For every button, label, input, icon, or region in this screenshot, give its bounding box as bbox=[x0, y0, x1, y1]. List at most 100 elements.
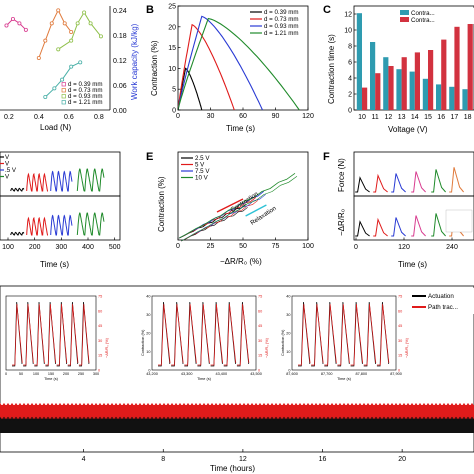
panel-c-xtick-label: 13 bbox=[398, 114, 406, 121]
panel-f-bottom-frame bbox=[353, 195, 474, 241]
panel-g-inset-right-ytick: 60 bbox=[398, 309, 402, 313]
panel-g-inset-right-ytick: 30 bbox=[398, 339, 402, 343]
panel-a-legend-marker bbox=[61, 100, 66, 105]
panel-b-ytick-label: 20 bbox=[168, 24, 176, 31]
panel-c-bar bbox=[454, 26, 460, 110]
panel-e-legend-label: 5 V bbox=[195, 162, 205, 169]
panel-c-bar bbox=[428, 50, 434, 110]
panel-g-inset-3: 87,600 87,700 87,800 87,900 Time (s) 0 15 30 45 6… bbox=[281, 295, 409, 382]
panel-a-xtick: 0.6 bbox=[64, 114, 74, 121]
panel-g-inset-xlabel: Time (s) bbox=[197, 377, 212, 381]
panel-c-bar bbox=[436, 84, 442, 110]
panel-c-bar bbox=[422, 78, 428, 110]
panel-c-xlabel: Voltage (V) bbox=[388, 125, 428, 134]
panel-e: E 2.5 V5 V7.5 V10 V 0 25 50 75 100 Contracti… bbox=[146, 151, 314, 266]
panel-g-inset-left-ylabel: Contraction (%) bbox=[141, 329, 145, 356]
panel-e-xtick-label: 50 bbox=[239, 243, 247, 250]
panel-g-inset-xtick-label: 43,200 bbox=[146, 372, 158, 376]
panel-a-legend: d = 0.39 mmd = 0.73 mmd = 0.93 mmd = 1.2… bbox=[61, 81, 103, 106]
panel-g-inset-xlabel: Time (s) bbox=[44, 377, 59, 381]
panel-b-xtick-label: 60 bbox=[239, 113, 247, 120]
panel-a-data-point bbox=[10, 16, 15, 21]
panel-f-series-line bbox=[355, 220, 370, 237]
panel-a-data-point bbox=[69, 38, 74, 43]
panel-a-series-line bbox=[57, 11, 102, 50]
panel-c-bar bbox=[401, 57, 407, 110]
panel-a-data-point bbox=[69, 29, 74, 34]
panel-a-ytick: 0.12 bbox=[113, 58, 127, 65]
panel-e-xticks: 0 25 50 75 100 bbox=[176, 237, 314, 250]
panel-g-inset-right-ytick: 30 bbox=[258, 339, 262, 343]
panel-c-letter: C bbox=[323, 4, 331, 16]
panel-g-inset-xtick-label: 250 bbox=[78, 372, 84, 376]
panel-e-xtick-label: 0 bbox=[176, 243, 180, 250]
panel-e-xtick-label: 75 bbox=[272, 243, 280, 250]
panel-g-inset-left-ytick: 20 bbox=[146, 332, 150, 336]
panel-b-ytick-label: 25 bbox=[168, 4, 176, 11]
panel-g-inset-right-ytick: 0 bbox=[98, 369, 100, 373]
panel-d-legend: VV.5 VV bbox=[0, 154, 17, 181]
panel-a: d = 0.39 mmd = 0.73 mmd = 0.93 mmd = 1.2… bbox=[0, 6, 139, 132]
panel-g-inset-right-ytick: 60 bbox=[258, 309, 262, 313]
panel-b-xtick-label: 120 bbox=[302, 113, 314, 120]
panel-g-inset-path-tracking-line bbox=[236, 303, 250, 366]
panel-c-bar bbox=[409, 71, 415, 110]
panel-d-legend-label: V bbox=[5, 161, 10, 168]
panel-e-letter: E bbox=[146, 151, 153, 163]
panel-g-inset-path-tracking-line bbox=[376, 303, 390, 366]
panel-g-inset-path-tracking-line bbox=[324, 303, 337, 366]
panel-g-inset-path-tracking-line bbox=[56, 303, 68, 366]
panel-d-xtick-label: 300 bbox=[55, 244, 67, 251]
panel-a-data-point bbox=[43, 38, 48, 43]
panel-g-inset-right-ytick: 45 bbox=[258, 324, 262, 328]
panel-a-legend-label: d = 0.39 mm bbox=[68, 81, 103, 88]
panel-g-inset-left-ytick: 0 bbox=[148, 369, 150, 373]
panel-a-legend-marker bbox=[61, 88, 66, 93]
panel-g-inset-path-tracking-line bbox=[34, 303, 45, 366]
panel-b: B d = 0.39 mmd = 0.73 mmd = 0.93 mmd = 1… bbox=[146, 4, 314, 134]
panel-g-inset-right-ytick: 15 bbox=[398, 354, 402, 358]
panel-g-legend-label: Path trac... bbox=[428, 304, 458, 311]
panel-g-actuation-trace bbox=[0, 416, 474, 421]
panel-g-path-tracking-trace bbox=[0, 402, 474, 409]
panel-f-series-line bbox=[411, 215, 426, 237]
panel-a-legend-label: d = 0.73 mm bbox=[68, 87, 103, 94]
panel-g-inset-xtick-label: 43,400 bbox=[216, 372, 228, 376]
panel-g-xtick-label: 4 bbox=[82, 456, 86, 463]
panel-b-series-line bbox=[177, 17, 300, 111]
panel-g-inset-left-ytick: 10 bbox=[146, 350, 150, 354]
panel-a-xlabel: Load (N) bbox=[40, 123, 71, 132]
panel-c-ytick-label: 8 bbox=[348, 44, 352, 51]
panel-f-series bbox=[355, 167, 464, 237]
panel-g-inset-right-ytick: 45 bbox=[398, 324, 402, 328]
panel-a-legend-label: d = 0.93 mm bbox=[68, 93, 103, 100]
panel-d-xlabel: Time (s) bbox=[40, 260, 69, 269]
panel-g-inset-right-ytick: 75 bbox=[258, 295, 262, 299]
panel-d-xtick-label: 500 bbox=[109, 244, 121, 251]
panel-f-legend-box bbox=[445, 209, 473, 233]
panel-c-ylabel: Contraction time (s) bbox=[327, 34, 336, 104]
panel-c-bar bbox=[414, 52, 420, 110]
panel-e-relaxation-annotation: Relaxation bbox=[249, 205, 278, 227]
panel-g-inset-xtick-label: 87,800 bbox=[356, 372, 368, 376]
panel-g-inset-xtick-label: 0 bbox=[5, 372, 7, 376]
panel-a-data-point bbox=[75, 21, 80, 26]
panel-b-legend-label: d = 1.21 mm bbox=[264, 30, 299, 37]
panel-b-xlabel: Time (s) bbox=[226, 124, 255, 133]
panel-a-data-point bbox=[4, 23, 9, 28]
panel-g-inset-left-ylabel: Contraction (%) bbox=[281, 329, 285, 356]
panel-a-data-point bbox=[52, 86, 57, 91]
panel-a-series-line bbox=[6, 18, 27, 31]
panel-f-series-line bbox=[449, 167, 464, 193]
panel-d-xticks: 100 200 300 400 500 bbox=[2, 237, 121, 251]
panel-b-yticks: 0 5 10 15 20 25 bbox=[168, 4, 181, 115]
panel-e-series-line bbox=[179, 196, 257, 239]
panel-e-legend-label: 7.5 V bbox=[195, 168, 210, 175]
panel-b-xtick-label: 0 bbox=[176, 113, 180, 120]
panel-a-ytick: 0.24 bbox=[113, 8, 127, 15]
panel-g-inset-right-ylabel: −ΔR/R₀ (%) bbox=[405, 337, 409, 358]
panel-f-legend bbox=[445, 209, 473, 233]
panel-g-inset-xtick-label: 150 bbox=[48, 372, 54, 376]
panel-g-inset-left-ytick: 30 bbox=[286, 313, 290, 317]
panel-g-inset-right-ytick: 0 bbox=[398, 369, 400, 373]
